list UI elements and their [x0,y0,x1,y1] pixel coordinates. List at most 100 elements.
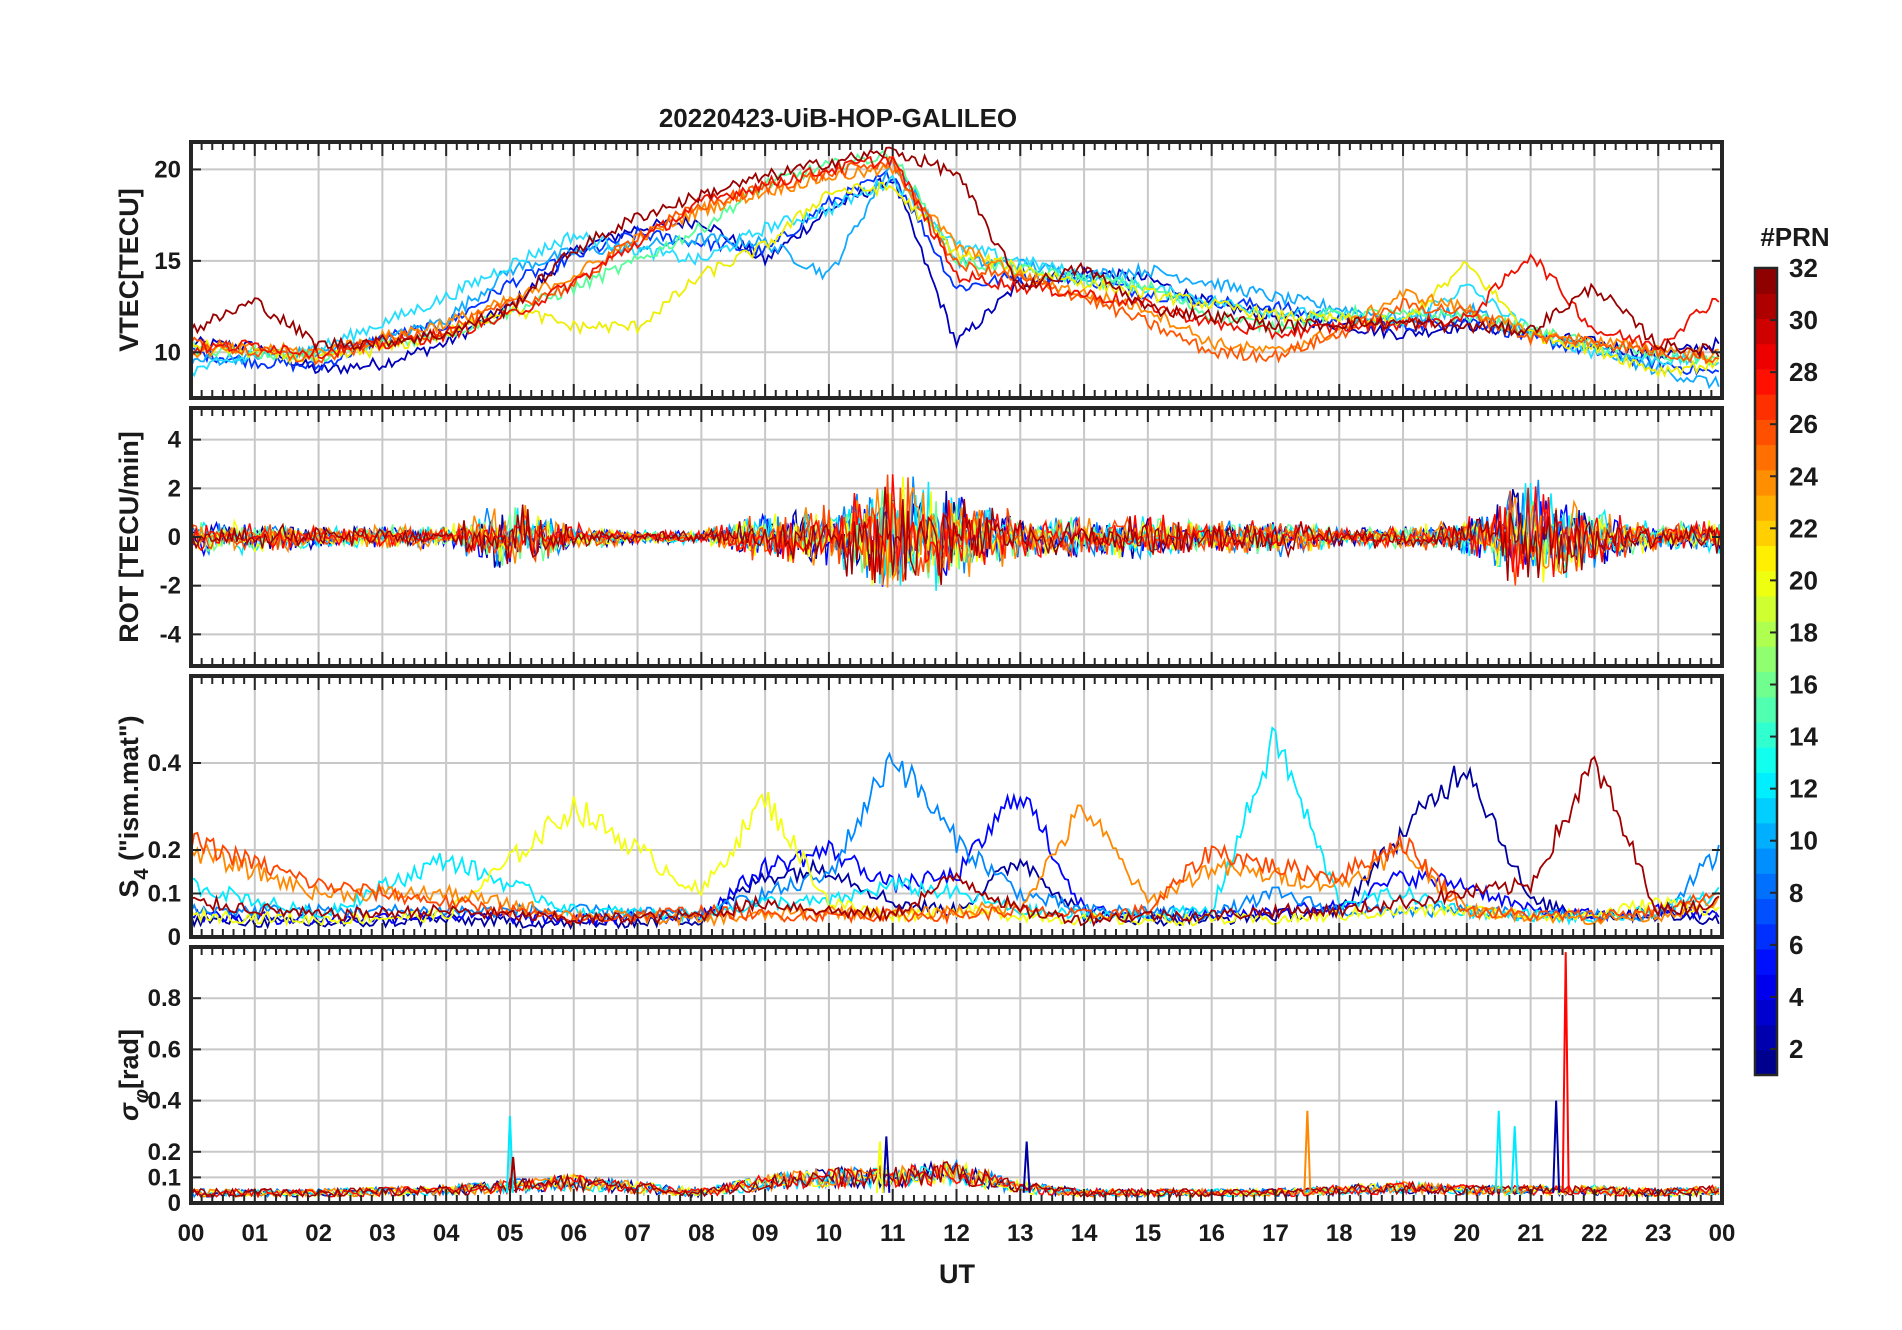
x-tick-label: 13 [1007,1220,1034,1247]
colorbar-band [1755,923,1777,950]
colorbar-tick-label: 20 [1789,565,1818,595]
x-tick-label: 15 [1135,1220,1162,1247]
y-tick-label: 0.1 [148,881,181,908]
panel-vtec: 10 15 20 VTEC[TECU] [114,140,1724,400]
spike-prn-2 [1022,1141,1031,1193]
y-tick-label: 0.2 [148,837,181,864]
x-tick-label: 21 [1517,1220,1544,1247]
y-tick-labels: 0 0.1 0.2 0.4 [148,750,1722,951]
y-label-main: σ [114,1102,144,1121]
series-prn-26 [191,474,1722,586]
y-tick-label: 0.4 [148,750,182,777]
x-tick-label: 19 [1390,1220,1417,1247]
colorbar-band [1755,394,1777,420]
y-tick-labels: -4 -2 0 2 4 [160,427,1722,648]
colorbar-band [1755,696,1777,723]
colorbar-tick-label: 22 [1789,513,1818,543]
x-tick-label: 14 [1071,1220,1098,1247]
colorbar-band [1755,948,1777,975]
y-label-rest: ("ism.mat") [114,715,144,868]
colorbar-band [1755,772,1777,799]
series-prn-31 [191,486,1722,585]
y-tick-label: 0.2 [148,1139,181,1166]
series-prn-5 [191,169,1720,376]
spike-prn-24 [1303,1110,1312,1193]
colorbar-tick-label: 24 [1789,461,1818,491]
y-tick-label: 0 [168,1190,181,1217]
x-tick-label: 03 [369,1220,396,1247]
x-tick-label: 12 [943,1220,970,1247]
series-prn-28 [191,1164,1720,1199]
colorbar-band [1755,469,1777,496]
x-tick-label: 16 [1198,1220,1225,1247]
colorbar-tick-label: 32 [1789,253,1818,283]
colorbar-band [1755,368,1777,395]
y-tick-label: 0 [168,924,181,951]
spike-prn-12 [1494,1110,1503,1193]
x-tick-label: 04 [433,1220,460,1247]
colorbar-tick-label: 28 [1789,357,1818,387]
y-tick-label: 0.4 [148,1088,182,1115]
x-tick-label: 23 [1645,1220,1672,1247]
x-tick-label: 07 [624,1220,651,1247]
y-tick-label: -4 [160,621,182,648]
colorbar-band [1755,974,1777,1000]
colorbar-band [1755,822,1777,849]
colorbar-band [1755,318,1777,345]
x-ticks [190,408,1723,666]
x-tick-label: 11 [880,1220,905,1247]
y-tick-label: 15 [154,248,181,275]
x-tick-label: 22 [1581,1220,1608,1247]
colorbar-band [1755,671,1777,698]
y-axis-label: S4 ("ism.mat") [114,715,153,897]
panel-s4: 00.10.20.4S4 ("ism.mat") [114,674,1724,951]
x-tick-label: 08 [688,1220,715,1247]
y-label-main: S [114,880,144,898]
y-label-rest: [rad] [114,1029,144,1089]
y-tick-label: 2 [168,475,181,502]
colorbar-band [1755,646,1777,673]
y-label-sub: φ [131,1089,153,1103]
x-tick-label: 00 [1709,1220,1736,1247]
spike-prn-31 [509,1156,518,1193]
series-prn-31 [191,146,1720,359]
colorbar-band [1755,621,1777,647]
x-tick-label: 00 [178,1220,205,1247]
colorbar-frame [1753,266,1779,1077]
data-series [191,146,1720,390]
spike-prn-2 [882,1136,891,1193]
series-prn-26 [191,831,1720,927]
y-tick-label: 4 [168,427,182,454]
colorbar-tick-label: 18 [1789,617,1818,647]
x-ticks [190,676,1723,937]
y-label-sub: 4 [131,868,153,880]
colorbar-band [1755,494,1777,521]
y-axis-label: σφ[rad] [114,1029,153,1121]
colorbar-tick-label: 30 [1789,305,1818,335]
colorbar-band [1755,293,1777,320]
colorbar-band [1755,444,1777,471]
x-tick-label: 06 [560,1220,587,1247]
y-tick-label: 20 [154,156,181,183]
spike-prn-28 [1561,952,1570,1193]
colorbar-tick-label: 6 [1789,930,1803,960]
series-prn-31 [191,1160,1720,1199]
colorbar-band [1755,898,1777,925]
colorbar-tick-label: 26 [1789,409,1818,439]
colorbar-tick-label: 2 [1789,1034,1803,1064]
y-tick-label: 0 [168,524,181,551]
colorbar-tick-label: 8 [1789,878,1803,908]
colorbar-band [1755,1024,1777,1051]
spike-prn-20 [875,1141,884,1193]
colorbar-band [1755,545,1777,572]
colorbar-band [1755,999,1777,1026]
data-series [191,726,1720,931]
data-series [191,474,1722,591]
x-tick-label: 10 [816,1220,843,1247]
y-axis-label: ROT [TECU/min] [114,431,144,642]
y-tick-labels: 10 15 20 [154,156,1722,366]
x-tick-label: 17 [1262,1220,1289,1247]
